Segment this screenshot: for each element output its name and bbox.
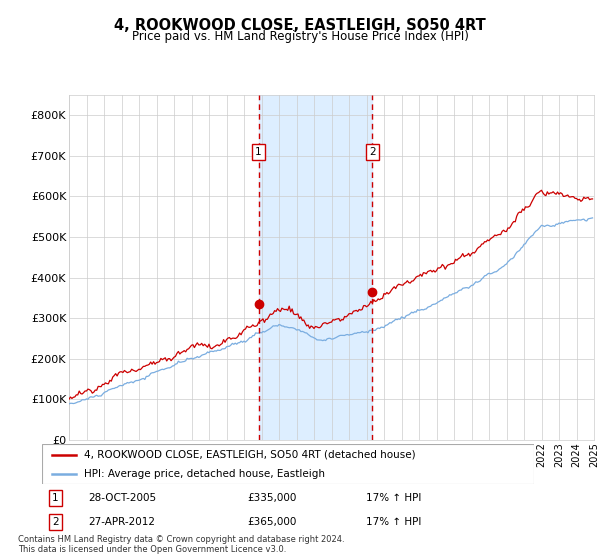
Text: 2: 2 bbox=[369, 147, 376, 157]
Text: 4, ROOKWOOD CLOSE, EASTLEIGH, SO50 4RT: 4, ROOKWOOD CLOSE, EASTLEIGH, SO50 4RT bbox=[114, 18, 486, 32]
Text: 27-APR-2012: 27-APR-2012 bbox=[88, 517, 155, 527]
Text: Contains HM Land Registry data © Crown copyright and database right 2024.
This d: Contains HM Land Registry data © Crown c… bbox=[18, 535, 344, 554]
Text: £335,000: £335,000 bbox=[247, 493, 296, 503]
Bar bbox=[259, 95, 372, 440]
Text: 17% ↑ HPI: 17% ↑ HPI bbox=[366, 517, 421, 527]
Text: Price paid vs. HM Land Registry's House Price Index (HPI): Price paid vs. HM Land Registry's House … bbox=[131, 30, 469, 44]
Text: HPI: Average price, detached house, Eastleigh: HPI: Average price, detached house, East… bbox=[84, 469, 325, 478]
Text: £365,000: £365,000 bbox=[247, 517, 296, 527]
Text: 28-OCT-2005: 28-OCT-2005 bbox=[88, 493, 156, 503]
Text: 4, ROOKWOOD CLOSE, EASTLEIGH, SO50 4RT (detached house): 4, ROOKWOOD CLOSE, EASTLEIGH, SO50 4RT (… bbox=[84, 450, 415, 460]
FancyBboxPatch shape bbox=[42, 444, 534, 484]
Text: 1: 1 bbox=[52, 493, 59, 503]
Text: 2: 2 bbox=[52, 517, 59, 527]
Text: 17% ↑ HPI: 17% ↑ HPI bbox=[366, 493, 421, 503]
Text: 1: 1 bbox=[255, 147, 262, 157]
